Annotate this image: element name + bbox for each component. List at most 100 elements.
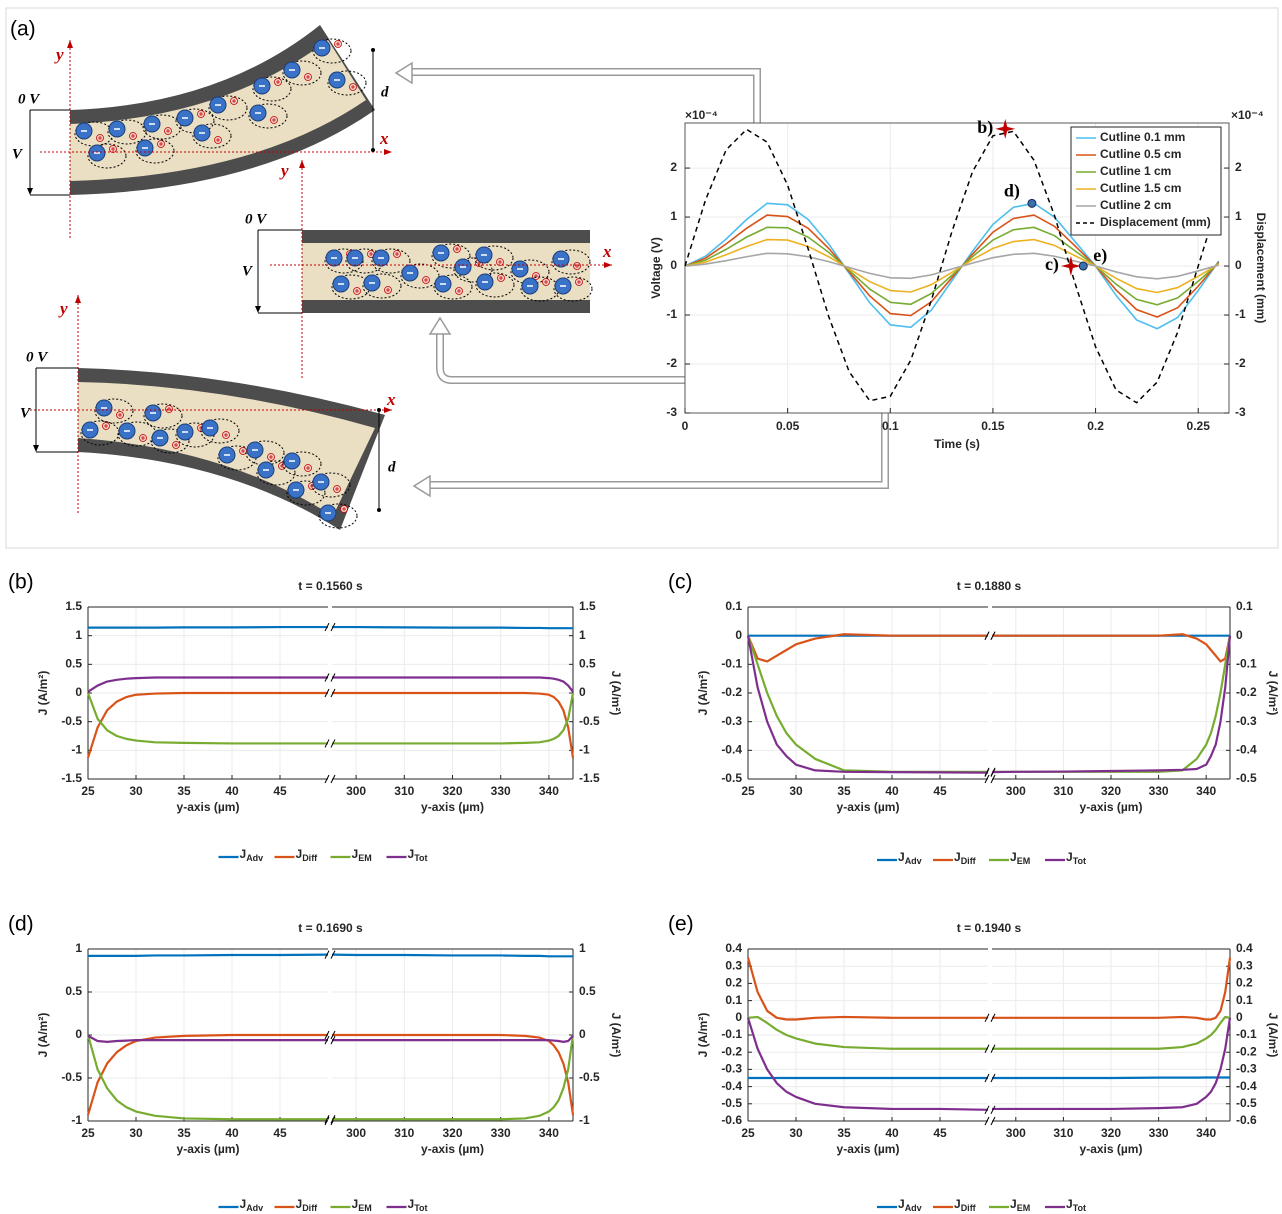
legend-main: J <box>408 1197 415 1211</box>
legend-label: Cutline 2 cm <box>1100 198 1171 212</box>
chart-title: t = 0.1560 s <box>298 579 363 593</box>
y2-tick-label: 0 <box>579 1027 586 1041</box>
legend-subscript: Diff <box>302 1203 318 1213</box>
x-axis-label: y-axis (µm) <box>421 800 484 814</box>
panel-label: (c) <box>668 571 693 594</box>
y2-tick-label: -0.4 <box>1236 743 1257 757</box>
y-tick-label: -1 <box>71 743 82 757</box>
x-tick-label: 45 <box>273 1126 287 1140</box>
y-tick-label: 0 <box>670 258 677 272</box>
dot <box>377 408 381 412</box>
point-marker <box>1028 199 1036 207</box>
legend-main: J <box>296 1197 303 1211</box>
x-tick-label: 35 <box>177 1126 191 1140</box>
x-axis-label: y-axis (µm) <box>421 1142 484 1156</box>
annotation-label: b) <box>977 117 993 138</box>
dot <box>371 148 375 152</box>
x-tick-label: 30 <box>789 784 803 798</box>
legend-label: JAdv <box>240 1197 264 1213</box>
y2-tick-label: 0 <box>1235 258 1242 272</box>
y2-tick-label: -1 <box>1235 307 1246 321</box>
axis-x-label: x <box>386 390 396 409</box>
legend-label: JEM <box>1010 1197 1030 1213</box>
y2-tick-label: -0.3 <box>1236 714 1257 728</box>
legend-subscript: Diff <box>961 1203 977 1213</box>
x-tick-label: 300 <box>1006 784 1026 798</box>
legend-label: JAdv <box>240 847 264 863</box>
y2-tick-label: -0.2 <box>1236 1044 1257 1058</box>
y2-axis-label: J (A/m²) <box>1266 1013 1280 1058</box>
legend-label: JDiff <box>954 850 977 866</box>
x-axis-label: y-axis (µm) <box>837 1142 900 1156</box>
x-tick-label: 30 <box>789 1126 803 1140</box>
legend-label: JDiff <box>296 1197 319 1213</box>
y2-tick-label: 1 <box>1235 209 1242 223</box>
y-tick-label: -0.3 <box>721 1062 742 1076</box>
x-tick-label: 40 <box>225 1126 239 1140</box>
x-tick-label: 35 <box>837 784 851 798</box>
x-tick-label: 45 <box>933 1126 947 1140</box>
panel-label: (e) <box>668 913 694 936</box>
y2-tick-label: 0.1 <box>1236 993 1253 1007</box>
x-tick-label: 0.05 <box>776 419 800 433</box>
x-tick-label: 40 <box>885 784 899 798</box>
x-axis-label: y-axis (µm) <box>1080 1142 1143 1156</box>
y-tick-label: -0.5 <box>61 714 82 728</box>
legend-label: JEM <box>1010 850 1030 866</box>
x-tick-label: 340 <box>539 1126 559 1140</box>
y-tick-label: 0 <box>735 628 742 642</box>
y-tick-label: -0.3 <box>721 714 742 728</box>
y2-axis-label: Displacement (mm) <box>1254 213 1268 324</box>
annotation-label: e) <box>1093 245 1107 266</box>
x-tick-label: 40 <box>885 1126 899 1140</box>
legend-main: J <box>954 850 961 864</box>
chart-title: t = 0.1940 s <box>957 921 1022 935</box>
voltage-label: V <box>20 405 32 421</box>
y2-tick-label: 1 <box>579 941 586 955</box>
y-tick-label: 0.4 <box>725 941 742 955</box>
legend-subscript: Adv <box>905 1203 922 1213</box>
series-line <box>332 627 573 628</box>
legend-label: JDiff <box>954 1197 977 1213</box>
y-exponent: ×10⁻⁴ <box>685 108 718 122</box>
legend-label: Cutline 1.5 cm <box>1100 181 1181 195</box>
y-tick-label: -0.2 <box>721 685 742 699</box>
x-tick-label: 300 <box>346 1126 366 1140</box>
panel-label: (d) <box>8 913 34 936</box>
legend-label: JDiff <box>296 847 319 863</box>
legend-subscript: Diff <box>961 856 977 866</box>
legend-subscript: Diff <box>302 853 318 863</box>
legend-subscript: Adv <box>246 1203 263 1213</box>
axis-y-label: y <box>54 45 64 64</box>
y2-tick-label: 0.3 <box>1236 958 1253 972</box>
x-tick-label: 320 <box>1101 784 1121 798</box>
y-tick-label: 1 <box>670 209 677 223</box>
y2-exponent: ×10⁻⁴ <box>1231 108 1264 122</box>
y-tick-label: 0.5 <box>65 984 82 998</box>
arrow-body <box>428 413 885 485</box>
y-tick-label: -0.4 <box>721 1079 742 1093</box>
deflection-label: d <box>381 84 389 100</box>
y2-axis-label: J (A/m²) <box>1266 671 1280 716</box>
y2-tick-label: -0.6 <box>1236 1113 1257 1127</box>
y-tick-label: 0.2 <box>725 976 742 990</box>
y2-tick-label: 0.5 <box>579 657 596 671</box>
y-tick-label: -0.1 <box>721 1027 742 1041</box>
x-tick-label: 330 <box>491 1126 511 1140</box>
x-axis-label: y-axis (µm) <box>177 1142 240 1156</box>
y-tick-label: 0.3 <box>725 958 742 972</box>
bracket <box>258 230 302 313</box>
legend-subscript: Tot <box>414 1203 427 1213</box>
dot <box>371 48 375 52</box>
y2-tick-label: 0 <box>1236 628 1243 642</box>
legend-main: J <box>1066 1197 1073 1211</box>
y-tick-label: 0 <box>75 685 82 699</box>
x-tick-label: 310 <box>394 1126 414 1140</box>
y2-tick-label: 0.5 <box>579 984 596 998</box>
y2-tick-label: -1.5 <box>579 771 600 785</box>
annotation-label: c) <box>1045 254 1059 275</box>
legend-label: Cutline 1 cm <box>1100 164 1171 178</box>
x-tick-label: 310 <box>1053 784 1073 798</box>
chart-title: t = 0.1880 s <box>957 579 1022 593</box>
legend-main: J <box>240 847 247 861</box>
